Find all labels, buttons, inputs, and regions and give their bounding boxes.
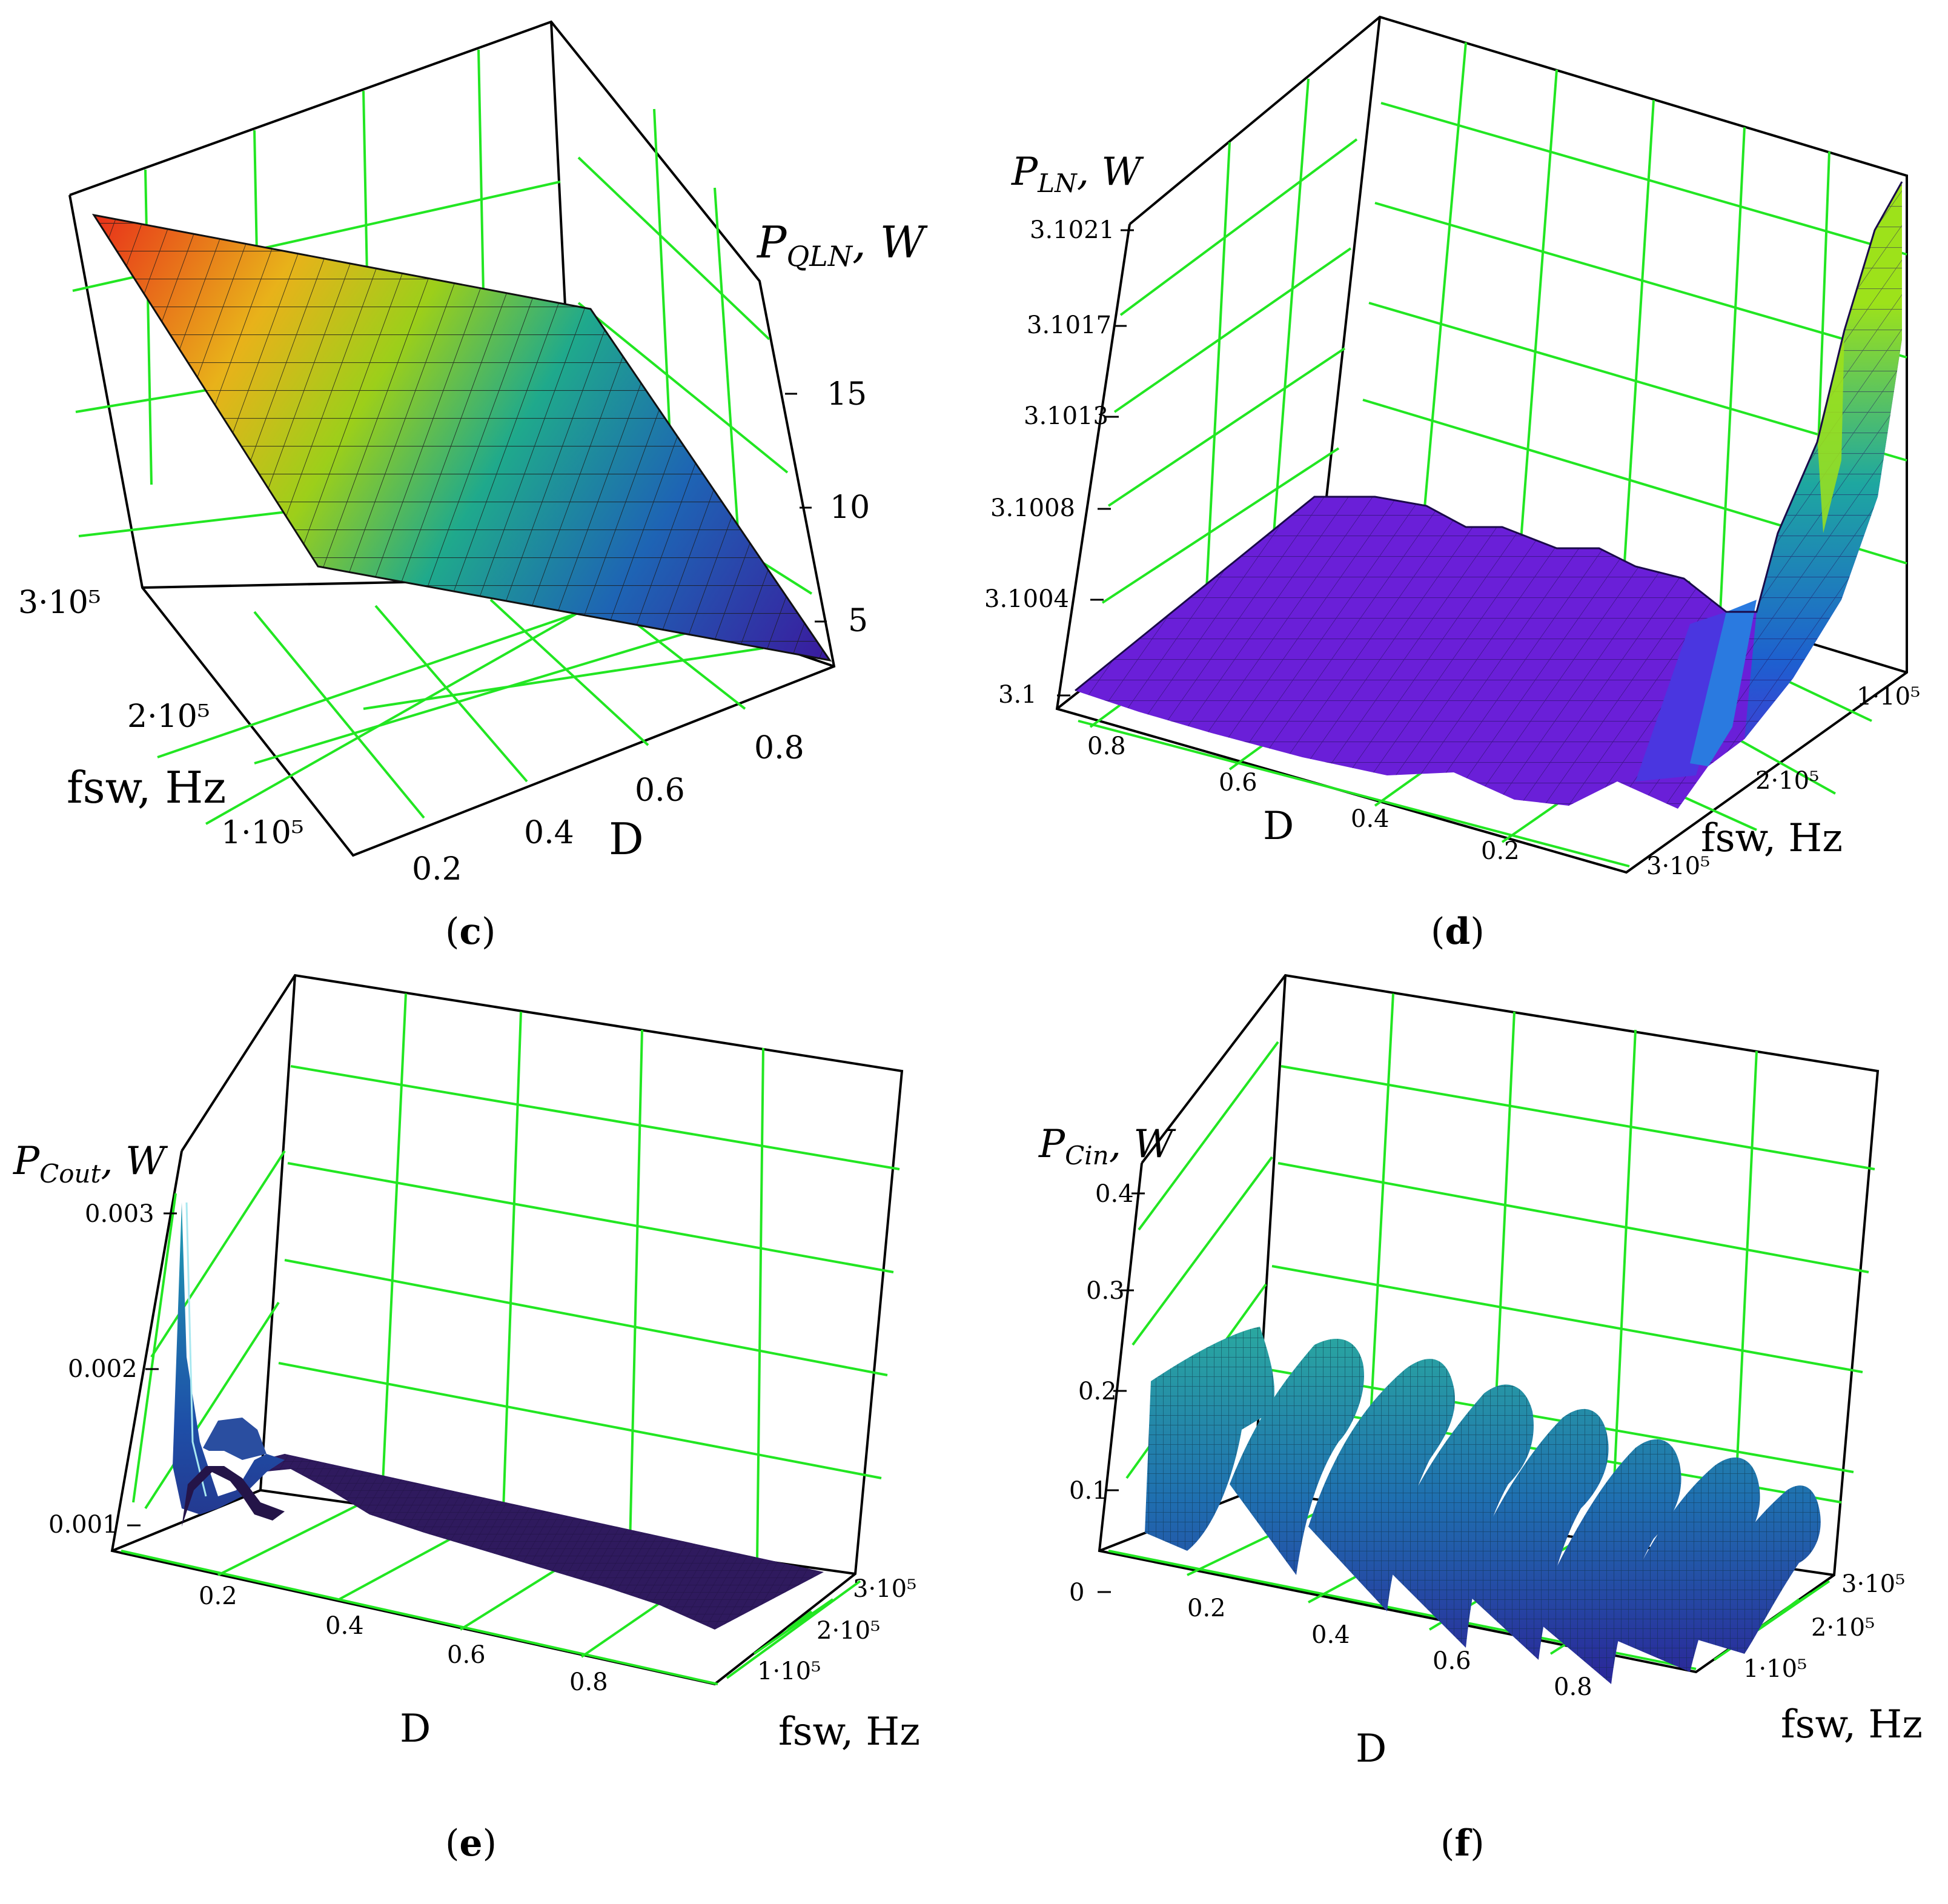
y-tick-c-3e5: 3·10⁵ xyxy=(18,585,101,621)
x-tick-d-0.8: 0.8 xyxy=(1087,732,1126,760)
x-tick-e-0.8: 0.8 xyxy=(569,1668,608,1696)
x-tick-f-0.6: 0.6 xyxy=(1433,1647,1471,1675)
y-tick-f-3e5: 3·10⁵ xyxy=(1841,1570,1905,1598)
ticks-f xyxy=(1098,1192,1145,1593)
z-tick-d-3.1017: 3.1017 xyxy=(1027,311,1111,339)
x-axis-label-d: D xyxy=(1263,804,1294,849)
z-tick-d-3.1: 3.1 xyxy=(998,681,1037,709)
z-tick-e-0.002: 0.002 xyxy=(68,1355,137,1383)
y-tick-e-2e5: 2·10⁵ xyxy=(817,1617,880,1645)
z-tick-c-10: 10 xyxy=(830,489,870,526)
y-tick-d-2e5: 2·10⁵ xyxy=(1755,767,1819,795)
y-tick-labels-e: 3·10⁵ 2·10⁵ 1·10⁵ xyxy=(757,1575,916,1685)
z-tick-labels-c: 15 10 5 xyxy=(827,376,870,639)
z-tick-labels-e: 0.003 0.002 0.001 xyxy=(48,1200,154,1539)
y-tick-f-2e5: 2·10⁵ xyxy=(1811,1614,1875,1642)
surface-f xyxy=(1145,1327,1821,1684)
z-axis-label-f: PCin, W xyxy=(1038,1122,1176,1170)
z-axis-label-d: PLN, W xyxy=(1011,150,1144,198)
y-tick-labels-c: 3·10⁵ 2·10⁵ 1·10⁵ xyxy=(18,585,304,851)
y-tick-labels-d: 1·10⁵ 2·10⁵ 3·10⁵ xyxy=(1646,683,1920,880)
ticks-c xyxy=(785,393,827,623)
z-tick-e-0.001: 0.001 xyxy=(48,1511,118,1539)
y-tick-d-1e5: 1·10⁵ xyxy=(1857,683,1920,711)
surface-c xyxy=(91,213,832,662)
z-tick-d-3.1004: 3.1004 xyxy=(984,585,1069,613)
x-tick-e-0.2: 0.2 xyxy=(199,1582,237,1610)
x-tick-f-0.8: 0.8 xyxy=(1554,1673,1592,1701)
x-axis-label-e: D xyxy=(400,1707,431,1751)
panel-c: 15 10 5 0.2 0.4 0.6 0.8 3·10⁵ 2·10⁵ 1·10… xyxy=(18,20,928,953)
y-axis-label-f: fsw, Hz xyxy=(1781,1702,1923,1747)
x-tick-f-0.4: 0.4 xyxy=(1311,1621,1350,1649)
x-tick-d-0.2: 0.2 xyxy=(1481,837,1520,865)
caption-c: (c) xyxy=(445,911,495,953)
x-tick-f-0.2: 0.2 xyxy=(1187,1594,1226,1622)
caption-e: (e) xyxy=(445,1822,497,1865)
x-tick-c-0.6: 0.6 xyxy=(635,772,685,809)
caption-f: (f) xyxy=(1440,1822,1485,1865)
y-tick-c-2e5: 2·10⁵ xyxy=(127,698,210,735)
z-tick-e-0.003: 0.003 xyxy=(85,1200,154,1228)
ticks-e xyxy=(127,1212,177,1527)
x-tick-labels-f: 0.2 0.4 0.6 0.8 xyxy=(1187,1594,1592,1701)
y-tick-e-3e5: 3·10⁵ xyxy=(853,1575,916,1603)
x-tick-d-0.6: 0.6 xyxy=(1219,769,1257,797)
x-tick-labels-e: 0.2 0.4 0.6 0.8 xyxy=(199,1582,608,1696)
z-tick-f-0.1: 0.1 xyxy=(1069,1477,1108,1505)
z-tick-c-5: 5 xyxy=(848,603,868,639)
z-tick-labels-f: 0.4 0.3 0.2 0.1 0 xyxy=(1069,1180,1134,1607)
x-tick-labels-c: 0.2 0.4 0.6 0.8 xyxy=(412,730,804,887)
panel-e: 0.003 0.002 0.001 0.2 0.4 0.6 0.8 3·10⁵ … xyxy=(13,974,920,1865)
z-tick-d-3.1013: 3.1013 xyxy=(1024,402,1108,430)
z-tick-f-0.3: 0.3 xyxy=(1086,1277,1125,1305)
x-tick-c-0.4: 0.4 xyxy=(524,815,574,851)
y-tick-f-1e5: 1·10⁵ xyxy=(1743,1655,1807,1683)
y-axis-label-e: fsw, Hz xyxy=(778,1710,920,1754)
z-tick-f-0: 0 xyxy=(1069,1579,1084,1607)
panel-f: 0.4 0.3 0.2 0.1 0 0.2 0.4 0.6 0.8 3·10⁵ … xyxy=(1038,974,1923,1865)
z-tick-labels-d: 3.1021 3.1017 3.1013 3.1008 3.1004 3.1 xyxy=(984,216,1115,709)
ticks-d xyxy=(1057,229,1134,697)
z-tick-d-3.1021: 3.1021 xyxy=(1030,216,1115,244)
panel-d: 3.1021 3.1017 3.1013 3.1008 3.1004 3.1 0… xyxy=(984,15,1920,953)
x-axis-label-f: D xyxy=(1356,1727,1386,1771)
x-tick-e-0.4: 0.4 xyxy=(325,1612,364,1640)
z-tick-c-15: 15 xyxy=(827,376,867,413)
x-tick-d-0.4: 0.4 xyxy=(1351,805,1390,833)
z-tick-f-0.2: 0.2 xyxy=(1078,1378,1117,1405)
z-tick-d-3.1008: 3.1008 xyxy=(990,494,1075,522)
surface-d xyxy=(1075,181,1903,809)
z-tick-f-0.4: 0.4 xyxy=(1095,1180,1134,1208)
y-tick-e-1e5: 1·10⁵ xyxy=(757,1657,821,1685)
x-tick-labels-d: 0.8 0.6 0.4 0.2 xyxy=(1087,732,1520,865)
z-axis-label-c: PQLN, W xyxy=(756,217,928,273)
x-axis-label-c: D xyxy=(609,814,644,864)
y-tick-c-1e5: 1·10⁵ xyxy=(221,815,304,851)
y-axis-label-c: fsw, Hz xyxy=(67,762,226,813)
grid-f xyxy=(1108,993,1875,1670)
y-tick-d-3e5: 3·10⁵ xyxy=(1646,852,1710,880)
caption-d: (d) xyxy=(1431,911,1485,953)
x-tick-c-0.2: 0.2 xyxy=(412,851,462,887)
x-tick-e-0.6: 0.6 xyxy=(447,1641,486,1669)
y-tick-labels-f: 3·10⁵ 2·10⁵ 1·10⁵ xyxy=(1743,1570,1905,1683)
surface-e xyxy=(173,1202,824,1630)
y-axis-label-d: fsw, Hz xyxy=(1701,816,1843,861)
x-tick-c-0.8: 0.8 xyxy=(754,730,804,766)
z-axis-label-e: PCout, W xyxy=(13,1139,168,1189)
